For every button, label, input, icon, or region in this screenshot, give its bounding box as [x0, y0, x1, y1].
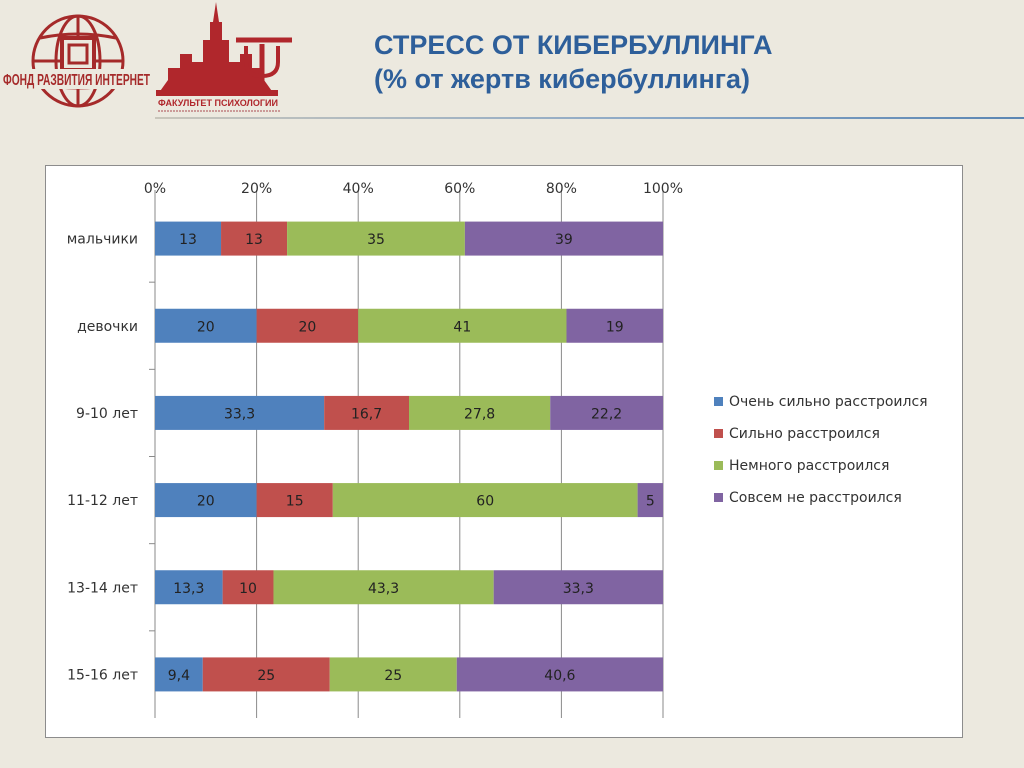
- bar-segment: [332, 483, 638, 518]
- stacked-bar-chart: 13 13 35 39 20 20 41 19 33,3 16,7 27,8 22,2 20 15 60 5 1…: [67, 181, 928, 718]
- category-label: мальчики: [67, 232, 138, 248]
- data-label: 25: [384, 668, 402, 684]
- bar-segment: [324, 395, 409, 430]
- data-label: 22,2: [591, 406, 622, 422]
- header-divider: [155, 117, 1024, 119]
- category-label: 9-10 лет: [76, 406, 138, 422]
- legend-label: Немного расстроился: [729, 458, 889, 474]
- bar-segment: [637, 483, 663, 518]
- bar-segment: [221, 221, 288, 256]
- legend-label: Совсем не расстроился: [729, 490, 902, 506]
- data-label: 40,6: [544, 668, 575, 684]
- bar-segment: [155, 657, 203, 692]
- data-label: 15: [286, 494, 304, 510]
- data-label: 5: [646, 494, 655, 510]
- bar-segment: [358, 308, 567, 343]
- bar-segment: [256, 308, 359, 343]
- bar-segment: [155, 395, 325, 430]
- x-axis-ticks: 0% 20% 40% 60% 80% 100%: [144, 181, 683, 197]
- x-tick-label: 100%: [643, 181, 683, 197]
- bar-segment: [456, 657, 663, 692]
- data-label: 43,3: [368, 581, 399, 597]
- university-building-logo-icon: [156, 2, 278, 96]
- title-line-2: (% от жертв кибербуллинга): [374, 64, 751, 94]
- logo-left-text: ФОНД РАЗВИТИЯ ИНТЕРНЕТ: [3, 72, 150, 89]
- data-label: 20: [197, 319, 215, 335]
- legend-swatch: [714, 429, 723, 438]
- data-label: 20: [197, 494, 215, 510]
- title-line-1: СТРЕСС ОТ КИБЕРБУЛЛИНГА: [374, 30, 773, 60]
- bar-segment: [155, 483, 257, 518]
- bar-segment: [222, 570, 274, 605]
- data-label: 33,3: [563, 581, 594, 597]
- gridlines: [149, 190, 664, 718]
- x-tick-label: 0%: [144, 181, 166, 197]
- data-label: 27,8: [464, 406, 495, 422]
- data-label: 16,7: [351, 406, 382, 422]
- bars: 13 13 35 39 20 20 41 19 33,3 16,7 27,8 22,2 20 15 60 5 1…: [155, 221, 663, 692]
- legend-swatch: [714, 461, 723, 470]
- legend: Очень сильно расстроился Сильно расстроил…: [714, 394, 928, 506]
- logo-right-text: ФАКУЛЬТЕТ ПСИХОЛОГИИ: [158, 98, 278, 109]
- legend-label: Сильно расстроился: [729, 426, 880, 442]
- x-tick-label: 40%: [343, 181, 374, 197]
- data-label: 10: [239, 581, 257, 597]
- data-label: 20: [298, 319, 316, 335]
- bar-segment: [155, 308, 257, 343]
- bar-segment: [329, 657, 457, 692]
- data-label: 19: [606, 319, 624, 335]
- bar-segment: [409, 395, 551, 430]
- category-labels: мальчики девочки 9-10 лет 11-12 лет 13-14 ле…: [67, 232, 138, 684]
- bar-segment: [155, 570, 223, 605]
- data-label: 13: [179, 232, 197, 248]
- bar-segment: [464, 221, 663, 256]
- globe-logo-icon: [31, 14, 125, 108]
- data-label: 13,3: [173, 581, 204, 597]
- x-tick-label: 80%: [546, 181, 577, 197]
- legend-label: Очень сильно расстроился: [729, 394, 928, 410]
- data-label: 60: [476, 494, 494, 510]
- bar-segment: [202, 657, 330, 692]
- category-label: 11-12 лет: [67, 493, 138, 509]
- data-label: 41: [453, 319, 471, 335]
- x-tick-label: 20%: [241, 181, 272, 197]
- bar-segment: [287, 221, 465, 256]
- bar-segment: [155, 221, 222, 256]
- category-label: 15-16 лет: [67, 667, 138, 683]
- data-label: 35: [367, 232, 385, 248]
- bar-segment: [550, 395, 663, 430]
- data-label: 39: [555, 232, 573, 248]
- category-label: девочки: [77, 319, 138, 335]
- bar-segment: [566, 308, 663, 343]
- bar-segment: [493, 570, 663, 605]
- data-label: 33,3: [224, 406, 255, 422]
- category-label: 13-14 лет: [67, 580, 138, 596]
- data-label: 9,4: [168, 668, 190, 684]
- slide-title: СТРЕСС ОТ КИБЕРБУЛЛИНГА (% от жертв кибе…: [374, 28, 773, 96]
- data-label: 13: [245, 232, 263, 248]
- data-label: 25: [257, 668, 275, 684]
- legend-swatch: [714, 493, 723, 502]
- bar-segment: [273, 570, 494, 605]
- chart-frame: [45, 165, 963, 738]
- psi-symbol-icon: [236, 37, 292, 92]
- legend-swatch: [714, 397, 723, 406]
- logos: ФОНД РАЗВИТИЯ ИНТЕРНЕТ ФАКУЛЬТЕТ ПСИХОЛО…: [2, 2, 292, 112]
- x-tick-label: 60%: [444, 181, 475, 197]
- bar-segment: [256, 483, 333, 518]
